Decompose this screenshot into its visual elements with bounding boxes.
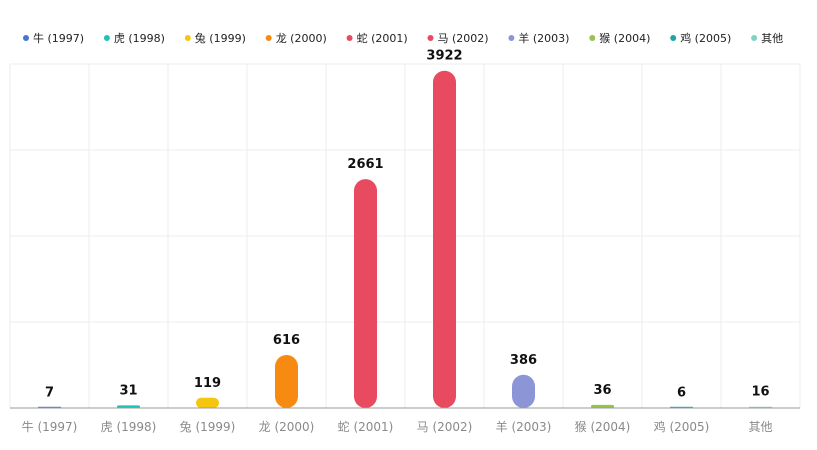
x-tick-label-0: 牛 (1997) bbox=[22, 419, 78, 434]
value-label-6: 386 bbox=[510, 353, 537, 368]
x-tick-label-6: 羊 (2003) bbox=[496, 419, 552, 434]
legend-label-0: 牛 (1997) bbox=[33, 31, 84, 45]
legend-marker-2 bbox=[184, 35, 191, 41]
bar-1[interactable] bbox=[117, 405, 140, 408]
legend-label-5: 马 (2002) bbox=[438, 32, 489, 45]
legend-item-4[interactable]: 蛇 (2001) bbox=[346, 31, 408, 45]
bar-4[interactable] bbox=[354, 179, 377, 408]
legend-label-7: 猴 (2004) bbox=[599, 31, 650, 45]
legend-item-9[interactable]: 其他 bbox=[751, 32, 783, 45]
legend-item-7[interactable]: 猴 (2004) bbox=[589, 31, 650, 45]
legend-label-2: 兔 (1999) bbox=[195, 31, 246, 45]
bar-7[interactable] bbox=[591, 404, 614, 408]
legend-label-1: 虎 (1998) bbox=[114, 32, 165, 45]
x-tick-label-4: 蛇 (2001) bbox=[338, 419, 394, 434]
bar-6[interactable] bbox=[512, 374, 535, 408]
x-tick-label-9: 其他 bbox=[748, 420, 772, 434]
x-axis-ticks: 牛 (1997) 虎 (1998) 兔 (1999) 龙 (2000) 蛇 (2001)… bbox=[22, 419, 773, 434]
legend-marker-8 bbox=[670, 35, 677, 41]
legend-label-9: 其他 bbox=[761, 32, 783, 45]
legend-label-8: 鸡 (2005) bbox=[680, 31, 731, 45]
x-tick-label-5: 马 (2002) bbox=[417, 420, 473, 434]
legend-label-3: 龙 (2000) bbox=[276, 32, 327, 45]
legend-item-6[interactable]: 羊 (2003) bbox=[508, 31, 569, 45]
legend-item-8[interactable]: 鸡 (2005) bbox=[670, 31, 731, 45]
value-label-8: 6 bbox=[677, 385, 686, 400]
legend-marker-4 bbox=[346, 35, 353, 41]
bar-2[interactable] bbox=[196, 397, 219, 408]
x-tick-label-8: 鸡 (2005) bbox=[654, 419, 710, 434]
legend-item-2[interactable]: 兔 (1999) bbox=[184, 31, 246, 45]
legend-marker-7 bbox=[589, 35, 596, 41]
legend-marker-6 bbox=[508, 35, 515, 41]
bar-0[interactable] bbox=[38, 406, 61, 408]
x-tick-label-7: 猴 (2004) bbox=[575, 420, 631, 434]
grid bbox=[9, 63, 801, 408]
bar-8[interactable] bbox=[670, 406, 693, 408]
bar-5[interactable] bbox=[433, 70, 456, 408]
legend: 牛 (1997) 虎 (1998) 兔 (1999) 龙 (2000) 蛇 (2001)… bbox=[23, 31, 783, 45]
bar-3[interactable] bbox=[275, 355, 298, 408]
legend-item-5[interactable]: 马 (2002) bbox=[427, 32, 489, 45]
value-label-3: 616 bbox=[273, 333, 300, 348]
legend-item-0[interactable]: 牛 (1997) bbox=[23, 31, 84, 45]
legend-marker-5 bbox=[427, 35, 434, 41]
legend-label-6: 羊 (2003) bbox=[518, 31, 569, 45]
legend-marker-0 bbox=[23, 35, 29, 41]
value-label-1: 31 bbox=[119, 383, 137, 398]
value-label-2: 119 bbox=[194, 376, 221, 391]
legend-marker-1 bbox=[103, 35, 110, 41]
x-tick-label-2: 兔 (1999) bbox=[180, 419, 236, 434]
bar-9[interactable] bbox=[749, 406, 772, 408]
legend-marker-3 bbox=[265, 35, 272, 41]
legend-item-3[interactable]: 龙 (2000) bbox=[265, 32, 327, 45]
legend-label-4: 蛇 (2001) bbox=[357, 31, 408, 45]
value-label-0: 7 bbox=[45, 385, 54, 400]
value-label-7: 36 bbox=[593, 383, 611, 398]
bars bbox=[38, 70, 772, 408]
legend-item-1[interactable]: 虎 (1998) bbox=[103, 32, 165, 45]
value-label-9: 16 bbox=[751, 385, 769, 400]
x-tick-label-1: 虎 (1998) bbox=[101, 420, 157, 434]
value-label-4: 2661 bbox=[347, 157, 383, 172]
legend-marker-9 bbox=[751, 35, 758, 41]
x-tick-label-3: 龙 (2000) bbox=[259, 420, 315, 434]
value-label-5: 3922 bbox=[426, 49, 462, 64]
